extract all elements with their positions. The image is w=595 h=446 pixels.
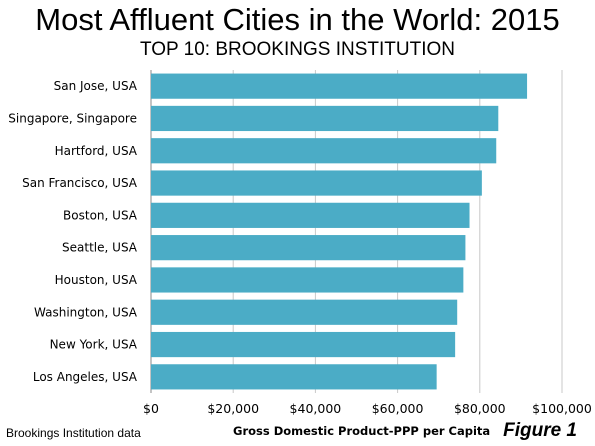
bar (151, 73, 528, 99)
category-label: Washington, USA (34, 305, 138, 319)
bar (151, 299, 458, 325)
x-tick-label: $40,000 (290, 401, 342, 416)
x-tick-label: $80,000 (454, 401, 506, 416)
bar (151, 170, 482, 196)
category-label: Singapore, Singapore (8, 111, 137, 125)
bar (151, 267, 464, 293)
source-note: Brookings Institution data (6, 426, 141, 440)
category-label: Boston, USA (63, 208, 138, 222)
bar (151, 105, 499, 132)
category-label: San Francisco, USA (22, 176, 138, 190)
category-label: Houston, USA (55, 273, 138, 287)
figure-label: Figure 1 (503, 420, 577, 441)
category-label: San Jose, USA (54, 79, 138, 93)
chart-subtitle: TOP 10: BROOKINGS INSTITUTION (140, 39, 455, 60)
x-axis-label: Gross Domestic Product-PPP per Capita (233, 424, 491, 438)
bar (151, 138, 497, 164)
category-label: Seattle, USA (62, 241, 138, 255)
chart-title: Most Affluent Cities in the World: 2015 (35, 2, 560, 37)
bar (151, 331, 456, 358)
x-tick-label: $0 (143, 401, 159, 416)
bar (151, 235, 466, 261)
bar (151, 364, 437, 390)
x-tick-labels: $0 $20,000 $40,000 $60,000 $80,000 $100,000 (143, 401, 592, 416)
x-tick-label: $100,000 (532, 401, 592, 416)
x-tick-label: $60,000 (372, 401, 424, 416)
category-labels: San Jose, USA Singapore, Singapore Hartfor… (8, 79, 138, 384)
category-label: Los Angeles, USA (33, 370, 138, 384)
bars (151, 73, 528, 390)
bar (151, 202, 470, 228)
x-tick-label: $20,000 (207, 401, 259, 416)
category-label: Hartford, USA (55, 144, 138, 158)
category-label: New York, USA (50, 338, 138, 352)
